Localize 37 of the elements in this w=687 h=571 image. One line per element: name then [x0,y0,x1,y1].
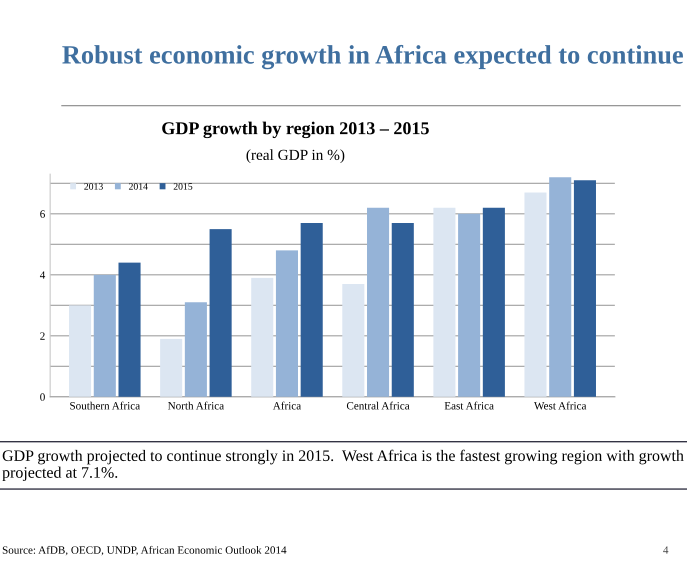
bar [549,177,572,397]
x-tick-label: Central Africa [346,402,410,410]
text: 4 [663,546,668,554]
bar [433,208,456,397]
bar [458,214,480,397]
bar [276,250,298,397]
y-tick-label: 6 [40,210,45,218]
legend-label: 2014 [128,183,148,190]
x-tick-label: West Africa [534,402,586,410]
x-tick-label: East Africa [444,402,494,410]
text: GDP growth projected to continue strongly in 2015. West Africa is the fastest growing region with growth projected at 7.1%. [2,450,684,482]
legend-label: 2013 [84,183,103,190]
x-tick-label: Africa [272,402,301,410]
source-note: Source: AfDB, OECD, UNDP, African Economic Outlook 2014 [2,546,286,556]
bar [160,338,182,397]
bar [392,222,414,397]
chart-subtitle: GDP growth by region 2013 – 2015 [162,122,429,138]
y-tick-label: 0 [40,393,45,401]
bar [482,208,505,397]
bar [524,192,547,397]
x-tick-label: North Africa [168,402,224,410]
bar [251,278,274,397]
x-tick-label: Southern Africa [70,402,140,410]
bar [69,305,92,397]
chart-title: Robust economic growth in Africa expected to continue [62,44,683,70]
bar [367,208,390,397]
text: (real GDP in %) [246,149,344,164]
bar [94,274,116,397]
bar [342,284,364,397]
bar [300,222,323,397]
bar [574,180,596,397]
bar [210,229,232,397]
bar [118,262,141,397]
y-tick-label: 4 [40,271,46,279]
y-tick-label: 2 [40,332,45,340]
bar [184,302,207,397]
legend-label: 2015 [174,183,192,190]
